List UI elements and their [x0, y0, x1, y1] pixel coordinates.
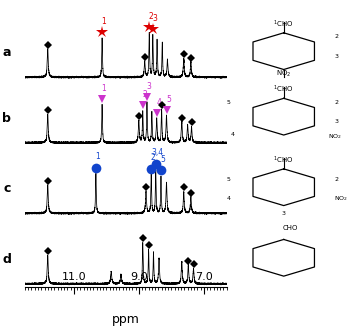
Text: 3: 3: [335, 54, 338, 59]
Text: 3: 3: [146, 82, 151, 91]
Text: b: b: [2, 112, 11, 125]
Text: 3,4: 3,4: [152, 149, 164, 157]
Text: $^1$CHO: $^1$CHO: [273, 155, 294, 166]
Text: 2: 2: [335, 177, 338, 182]
Text: 5: 5: [227, 177, 231, 182]
Text: 4: 4: [231, 132, 235, 137]
Text: 5: 5: [161, 155, 165, 164]
Text: 2: 2: [142, 90, 147, 99]
Text: 1: 1: [95, 153, 100, 162]
Text: 2: 2: [335, 99, 338, 104]
Text: 4: 4: [227, 196, 231, 201]
Text: $^1$CHO: $^1$CHO: [273, 84, 294, 95]
Text: 3: 3: [335, 119, 338, 124]
Text: c: c: [3, 182, 10, 195]
Text: 5: 5: [227, 99, 231, 104]
Text: CHO: CHO: [282, 225, 298, 231]
Text: 1: 1: [102, 17, 106, 26]
Text: 1: 1: [102, 84, 106, 93]
Text: 4: 4: [156, 98, 161, 107]
Text: a: a: [2, 46, 11, 59]
Text: 2: 2: [335, 34, 338, 39]
Text: 2: 2: [151, 153, 156, 162]
Text: NO$_2$: NO$_2$: [328, 132, 342, 141]
Text: NO$_2$: NO$_2$: [335, 194, 348, 203]
Text: 2: 2: [149, 12, 154, 21]
Text: 3: 3: [152, 14, 157, 23]
Text: d: d: [2, 253, 11, 266]
Text: NO$_2$: NO$_2$: [276, 69, 291, 79]
Text: $^1$CHO: $^1$CHO: [273, 18, 294, 30]
Text: 3: 3: [282, 211, 286, 216]
X-axis label: ppm: ppm: [112, 313, 140, 326]
Text: 5: 5: [166, 95, 171, 104]
